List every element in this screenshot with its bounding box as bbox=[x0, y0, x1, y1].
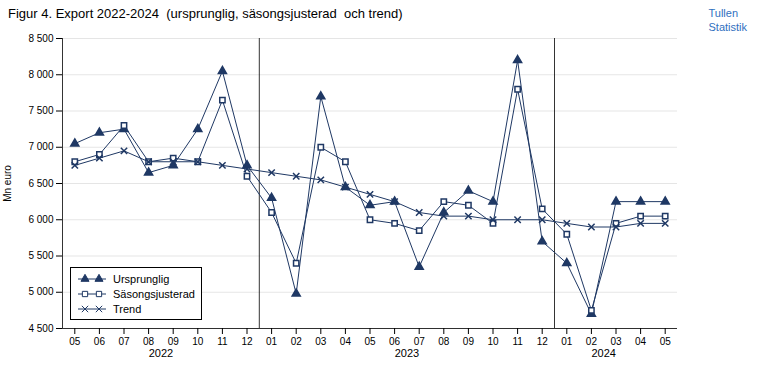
svg-text:03: 03 bbox=[610, 336, 622, 347]
svg-text:10: 10 bbox=[192, 336, 204, 347]
svg-text:11: 11 bbox=[512, 336, 523, 347]
svg-text:12: 12 bbox=[537, 336, 549, 347]
html-text:Statistik: Statistik bbox=[708, 21, 747, 33]
svg-text:01: 01 bbox=[266, 336, 278, 347]
svg-text:2024: 2024 bbox=[591, 347, 615, 359]
svg-text:02: 02 bbox=[586, 336, 598, 347]
svg-text:10: 10 bbox=[487, 336, 499, 347]
svg-text:7 500: 7 500 bbox=[28, 105, 53, 116]
svg-text:04: 04 bbox=[340, 336, 352, 347]
svg-text:06: 06 bbox=[389, 336, 401, 347]
svg-text:6 500: 6 500 bbox=[28, 178, 53, 189]
svg-text:6 000: 6 000 bbox=[28, 214, 53, 225]
html-text:Figur 4. Export 2022-2024 (urs: Figur 4. Export 2022-2024 (ursprunglig, … bbox=[8, 6, 403, 21]
svg-text:06: 06 bbox=[94, 336, 106, 347]
svg-text:03: 03 bbox=[315, 336, 327, 347]
svg-text:04: 04 bbox=[635, 336, 647, 347]
svg-text:08: 08 bbox=[143, 336, 155, 347]
html-text:Tullen: Tullen bbox=[708, 7, 738, 19]
svg-text:8 500: 8 500 bbox=[28, 33, 53, 44]
html-text:Trend: Trend bbox=[113, 302, 142, 315]
html-text:Säsongsjusterad: Säsongsjusterad bbox=[113, 287, 195, 300]
svg-text:2023: 2023 bbox=[395, 347, 419, 359]
svg-text:09: 09 bbox=[168, 336, 180, 347]
svg-text:07: 07 bbox=[414, 336, 426, 347]
svg-text:2022: 2022 bbox=[149, 347, 173, 359]
svg-text:08: 08 bbox=[438, 336, 450, 347]
svg-text:05: 05 bbox=[364, 336, 376, 347]
svg-text:5 000: 5 000 bbox=[28, 286, 53, 297]
svg-text:05: 05 bbox=[660, 336, 672, 347]
svg-text:11: 11 bbox=[217, 336, 228, 347]
svg-text:8 000: 8 000 bbox=[28, 69, 53, 80]
svg-text:7 000: 7 000 bbox=[28, 141, 53, 152]
svg-text:Mn euro: Mn euro bbox=[2, 165, 13, 202]
svg-text:07: 07 bbox=[118, 336, 130, 347]
svg-text:09: 09 bbox=[463, 336, 475, 347]
svg-text:01: 01 bbox=[561, 336, 573, 347]
svg-text:4 500: 4 500 bbox=[28, 323, 53, 334]
svg-text:5 500: 5 500 bbox=[28, 250, 53, 261]
svg-text:02: 02 bbox=[291, 336, 303, 347]
svg-text:12: 12 bbox=[241, 336, 253, 347]
svg-text:05: 05 bbox=[69, 336, 81, 347]
html-text:Ursprunglig: Ursprunglig bbox=[113, 272, 170, 285]
